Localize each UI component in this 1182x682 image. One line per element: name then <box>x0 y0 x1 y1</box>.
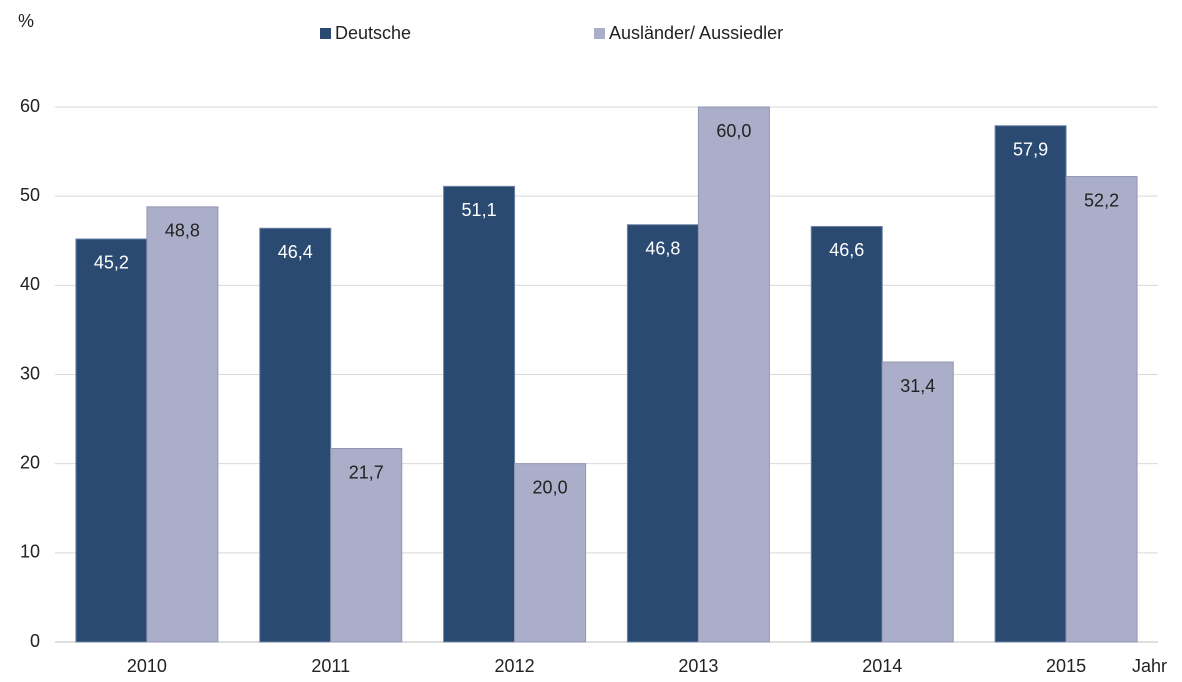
y-tick-label: 0 <box>30 631 40 651</box>
data-label: 46,8 <box>645 238 680 258</box>
bar <box>1065 176 1138 643</box>
data-label: 21,7 <box>349 462 384 482</box>
bar <box>514 463 587 643</box>
bar <box>259 227 332 643</box>
y-tick-label: 40 <box>20 274 40 294</box>
x-tick-label: 2011 <box>311 656 350 676</box>
bar <box>881 361 954 643</box>
x-tick-label: 2014 <box>862 656 902 676</box>
x-tick-label: 2013 <box>678 656 718 676</box>
legend-swatch <box>320 28 331 39</box>
x-tick-label: 2012 <box>495 656 535 676</box>
data-label: 20,0 <box>533 477 568 497</box>
data-label: 60,0 <box>716 121 751 141</box>
data-label: 52,2 <box>1084 190 1119 210</box>
y-axis-label: % <box>18 11 34 31</box>
bar <box>146 206 219 643</box>
y-tick-label: 60 <box>20 96 40 116</box>
x-tick-label: 2015 <box>1046 656 1086 676</box>
data-label: 45,2 <box>94 253 129 273</box>
data-label: 51,1 <box>462 200 497 220</box>
data-label: 46,4 <box>278 242 313 262</box>
bar <box>443 185 516 643</box>
data-label: 31,4 <box>900 376 935 396</box>
bar <box>626 224 699 643</box>
y-tick-label: 20 <box>20 452 40 472</box>
bar <box>330 448 403 643</box>
x-axis-label: Jahr <box>1132 656 1167 676</box>
data-label: 48,8 <box>165 221 200 241</box>
data-label: 57,9 <box>1013 139 1048 159</box>
y-tick-label: 10 <box>20 542 40 562</box>
data-label: 46,6 <box>829 240 864 260</box>
x-tick-label: 2010 <box>127 656 167 676</box>
y-tick-label: 30 <box>20 363 40 383</box>
bar <box>697 106 770 643</box>
bar <box>810 225 883 643</box>
bar <box>994 125 1067 643</box>
y-tick-label: 50 <box>20 185 40 205</box>
legend-label: Ausländer/ Aussiedler <box>609 23 783 43</box>
legend-swatch <box>594 28 605 39</box>
legend-label: Deutsche <box>335 23 411 43</box>
bar <box>75 238 148 643</box>
